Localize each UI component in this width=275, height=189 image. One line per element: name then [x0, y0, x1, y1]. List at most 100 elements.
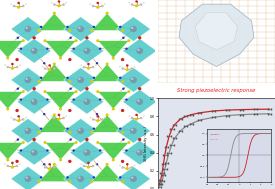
Circle shape [138, 138, 141, 141]
Circle shape [84, 48, 90, 54]
Circle shape [122, 37, 125, 39]
Polygon shape [70, 89, 104, 114]
Circle shape [112, 57, 115, 60]
Polygon shape [11, 17, 45, 41]
Circle shape [87, 63, 90, 65]
Circle shape [87, 166, 90, 169]
Polygon shape [17, 39, 51, 63]
Circle shape [57, 4, 60, 7]
Circle shape [73, 98, 75, 101]
Circle shape [51, 115, 53, 117]
Circle shape [140, 3, 142, 6]
Circle shape [6, 57, 9, 60]
Polygon shape [39, 13, 70, 31]
Circle shape [135, 4, 138, 7]
Circle shape [130, 77, 137, 83]
Circle shape [143, 2, 145, 4]
Polygon shape [123, 89, 157, 114]
Circle shape [136, 149, 143, 156]
Circle shape [136, 48, 143, 54]
Circle shape [138, 36, 141, 39]
Polygon shape [11, 119, 45, 143]
Circle shape [25, 3, 27, 5]
Circle shape [75, 90, 78, 93]
Polygon shape [45, 41, 76, 58]
Circle shape [43, 163, 45, 165]
Circle shape [137, 49, 140, 51]
Circle shape [97, 115, 99, 118]
Circle shape [125, 98, 128, 101]
Circle shape [68, 58, 72, 61]
Circle shape [68, 160, 72, 163]
Circle shape [73, 48, 75, 50]
Circle shape [121, 58, 124, 61]
Circle shape [16, 88, 19, 90]
Circle shape [37, 180, 40, 183]
Circle shape [96, 39, 99, 42]
Circle shape [40, 128, 42, 130]
Circle shape [78, 27, 81, 29]
Circle shape [119, 165, 121, 167]
Circle shape [90, 3, 92, 5]
Circle shape [112, 158, 115, 161]
Circle shape [7, 165, 9, 167]
Circle shape [69, 138, 72, 141]
Circle shape [58, 0, 60, 3]
Circle shape [127, 141, 130, 144]
Circle shape [59, 158, 62, 161]
Circle shape [78, 177, 81, 179]
Polygon shape [116, 68, 150, 92]
Circle shape [121, 80, 124, 83]
Circle shape [11, 67, 14, 70]
Polygon shape [17, 89, 51, 114]
Circle shape [68, 180, 72, 183]
Polygon shape [70, 140, 104, 165]
Circle shape [17, 115, 20, 118]
Circle shape [78, 78, 81, 80]
Circle shape [77, 26, 84, 32]
Circle shape [6, 108, 9, 111]
Circle shape [32, 36, 36, 39]
Circle shape [25, 117, 27, 119]
Circle shape [119, 26, 122, 28]
Circle shape [106, 63, 109, 65]
Circle shape [96, 113, 98, 115]
Circle shape [78, 129, 81, 131]
Circle shape [82, 165, 85, 167]
Circle shape [93, 26, 95, 28]
Circle shape [92, 66, 94, 68]
Circle shape [106, 12, 109, 15]
Circle shape [66, 128, 69, 130]
Circle shape [7, 66, 9, 68]
Circle shape [16, 37, 19, 39]
Circle shape [46, 98, 49, 101]
Polygon shape [179, 4, 254, 67]
Circle shape [84, 99, 90, 105]
Circle shape [31, 149, 38, 156]
Circle shape [104, 117, 106, 119]
Circle shape [128, 2, 130, 4]
Circle shape [135, 118, 138, 121]
Circle shape [26, 78, 28, 80]
Circle shape [90, 180, 93, 183]
Circle shape [22, 39, 25, 42]
Circle shape [112, 108, 115, 111]
Polygon shape [11, 68, 45, 92]
Circle shape [43, 90, 46, 93]
Circle shape [48, 163, 51, 166]
Circle shape [62, 3, 65, 6]
Circle shape [90, 29, 93, 32]
Circle shape [82, 66, 85, 68]
Circle shape [101, 5, 104, 7]
Circle shape [96, 141, 99, 144]
Circle shape [119, 66, 121, 67]
Circle shape [119, 128, 122, 130]
Circle shape [130, 26, 137, 32]
Circle shape [136, 99, 143, 105]
Circle shape [43, 141, 46, 144]
Polygon shape [64, 68, 98, 92]
Circle shape [96, 62, 98, 64]
Circle shape [135, 114, 138, 116]
Circle shape [134, 66, 136, 67]
Polygon shape [11, 167, 45, 189]
